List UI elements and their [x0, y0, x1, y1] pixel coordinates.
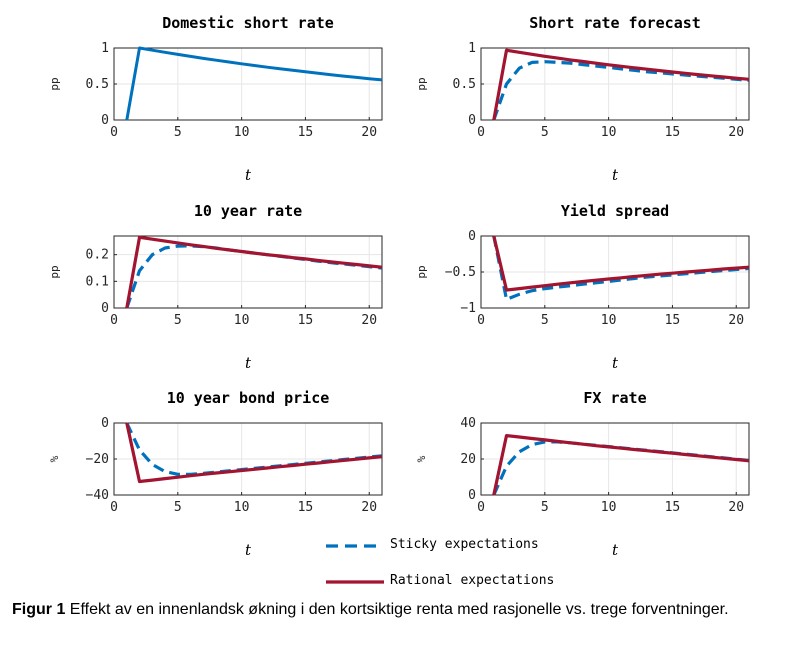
y-tick-label: 0: [468, 488, 476, 503]
panel-title: Domestic short rate: [162, 14, 334, 32]
x-tick-label: 20: [728, 125, 744, 140]
y-tick-label: 1: [468, 41, 476, 56]
x-tick-label: 5: [174, 500, 182, 515]
panel-1: 0 5 10 15 20 0 0.5 1 Domestic short rate t pp: [48, 14, 383, 184]
x-tick-label: 20: [728, 500, 744, 515]
y-tick-label: −40: [86, 488, 109, 503]
panel-5: 0 5 10 15 20 −40 −20 0 10 year bond price t%: [48, 389, 383, 559]
x-tick-label: 0: [477, 313, 485, 328]
x-tick-label: 0: [110, 125, 118, 140]
x-tick-label: 15: [298, 125, 314, 140]
x-tick-label: 10: [601, 125, 617, 140]
x-tick-label: 20: [728, 313, 744, 328]
caption-text: Effekt av en innenlandsk økning i den ko…: [69, 601, 729, 618]
series-sticky-line: [125, 422, 383, 476]
y-tick-label: 1: [101, 41, 109, 56]
series-rational-line: [492, 235, 750, 292]
y-axis-label: pp: [415, 77, 428, 90]
series-sticky-line: [492, 60, 750, 121]
y-tick-label: −0.5: [445, 265, 476, 280]
x-tick-label: 5: [541, 500, 549, 515]
x-tick-label: 10: [234, 500, 250, 515]
x-tick-label: 15: [665, 125, 681, 140]
x-tick-label: 15: [298, 313, 314, 328]
x-tick-label: 0: [477, 125, 485, 140]
series-sticky-line: [492, 235, 750, 301]
y-axis-label: pp: [415, 265, 428, 278]
y-axis-label: pp: [48, 77, 61, 90]
y-tick-label: −1: [460, 301, 476, 316]
y-tick-label: 0.1: [86, 274, 109, 289]
panel-title: Yield spread: [561, 202, 669, 220]
y-tick-label: 0.2: [86, 248, 109, 263]
x-axis-label: t: [245, 541, 252, 559]
y-tick-label: 20: [460, 452, 476, 467]
x-axis-label: t: [612, 354, 619, 372]
x-tick-label: 5: [174, 125, 182, 140]
x-tick-label: 20: [361, 125, 377, 140]
series-sticky-line: [492, 440, 750, 496]
x-tick-label: 15: [298, 500, 314, 515]
y-tick-label: 0: [101, 416, 109, 431]
panel-4: 0 5 10 15 20 −1 −0.5 0 Yield spread t pp: [415, 202, 750, 372]
panel-title: 10 year bond price: [167, 389, 330, 407]
x-tick-label: 15: [665, 313, 681, 328]
series-sticky-line: [125, 244, 383, 309]
panel-3: 0 5 10 15 20 0 0.1 0.2 10 year rate t pp: [48, 202, 383, 372]
x-tick-label: 15: [665, 500, 681, 515]
panel-title: FX rate: [583, 389, 646, 407]
x-tick-label: 10: [234, 313, 250, 328]
panel-title: Short rate forecast: [529, 14, 701, 32]
x-axis-label: t: [612, 541, 619, 559]
y-tick-label: 0: [468, 229, 476, 244]
legend-sticky-label: Sticky expectations: [390, 537, 539, 552]
y-tick-label: 0.5: [453, 77, 476, 92]
y-tick-label: 0: [468, 113, 476, 128]
series-rational-line: [492, 48, 750, 121]
series-rational-line: [125, 235, 383, 309]
y-tick-label: 0.5: [86, 77, 109, 92]
x-tick-label: 10: [601, 500, 617, 515]
panel-6: 0 5 10 15 20 0 20 40 FX rate t%: [415, 389, 750, 559]
y-tick-label: 0: [101, 301, 109, 316]
y-tick-label: 0: [101, 113, 109, 128]
legend-rational-label: Rational expectations: [390, 573, 554, 588]
x-tick-label: 20: [361, 313, 377, 328]
y-tick-label: 40: [460, 416, 476, 431]
caption-label: Figur 1: [12, 601, 66, 618]
x-tick-label: 5: [541, 313, 549, 328]
panel-title: 10 year rate: [194, 202, 302, 220]
x-tick-label: 20: [361, 500, 377, 515]
x-tick-label: 0: [110, 313, 118, 328]
x-axis-label: t: [245, 354, 252, 372]
x-tick-label: 0: [477, 500, 485, 515]
y-axis-label: %: [415, 455, 428, 462]
y-axis-label: pp: [48, 265, 61, 278]
series-rational-line: [125, 422, 383, 484]
x-tick-label: 0: [110, 500, 118, 515]
x-tick-label: 5: [541, 125, 549, 140]
x-tick-label: 5: [174, 313, 182, 328]
x-axis-label: t: [245, 166, 252, 184]
axes-box: [113, 235, 383, 309]
panel-2: 0 5 10 15 20 0 0.5 1 Short rate forecast t pp: [415, 14, 750, 184]
x-tick-label: 10: [234, 125, 250, 140]
x-tick-label: 10: [601, 313, 617, 328]
y-tick-label: −20: [86, 452, 109, 467]
legend: Sticky expectations Rational expectation…: [326, 537, 554, 588]
y-axis-label: %: [48, 455, 61, 462]
series-rational-line: [125, 46, 383, 121]
series-rational-line: [492, 434, 750, 496]
figure-caption: Figur 1 Effekt av en innenlandsk økning …: [12, 600, 782, 620]
x-axis-label: t: [612, 166, 619, 184]
